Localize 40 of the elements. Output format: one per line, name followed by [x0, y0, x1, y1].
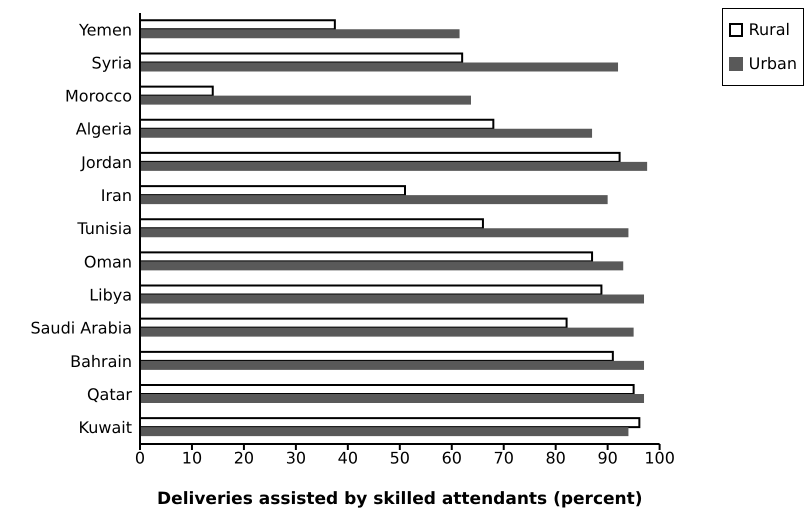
- x-tick-label: 90: [597, 448, 618, 468]
- x-tick-label: 70: [494, 448, 514, 468]
- y-tick-label: Morocco: [65, 86, 132, 106]
- x-tick-label: 80: [546, 448, 566, 468]
- x-tick-label: 60: [442, 448, 462, 468]
- y-tick-label: Algeria: [76, 120, 132, 139]
- legend-label: Urban: [748, 53, 797, 75]
- y-tick-label: Tunisia: [76, 219, 132, 238]
- y-tick-label: Qatar: [86, 384, 132, 404]
- y-tick-label: Bahrain: [70, 352, 132, 371]
- bar: [140, 328, 634, 337]
- x-tick-label: 10: [182, 448, 202, 468]
- bar: [140, 195, 608, 204]
- bar: [140, 261, 624, 270]
- x-tick-label: 20: [234, 448, 254, 468]
- y-tick-label: Iran: [100, 186, 132, 206]
- y-tick-label: Oman: [84, 252, 132, 272]
- y-tick-label: Yemen: [78, 20, 132, 40]
- y-tick-label: Saudi Arabia: [30, 318, 132, 338]
- bar: [140, 96, 471, 105]
- y-tick-label: Libya: [89, 285, 132, 304]
- x-axis-title: Deliveries assisted by skilled attendants (percent): [157, 489, 643, 509]
- bar: [140, 360, 644, 370]
- y-tick-label: Kuwait: [78, 418, 132, 438]
- bar: [140, 427, 628, 436]
- bar: [140, 394, 644, 403]
- bar: [140, 62, 618, 72]
- x-tick-label: 0: [134, 448, 146, 468]
- x-tick-label: 100: [644, 448, 675, 468]
- x-tick-label: 50: [390, 448, 410, 468]
- bar: [140, 294, 644, 304]
- y-tick-label: Jordan: [80, 152, 132, 172]
- bar: [140, 162, 648, 171]
- bar: [140, 29, 460, 38]
- y-tick-label: Syria: [92, 53, 132, 72]
- bar: [140, 228, 628, 238]
- x-tick-label: 40: [338, 448, 358, 468]
- x-tick-label: 30: [286, 448, 306, 468]
- bar: [140, 128, 592, 138]
- legend-label: Rural: [748, 19, 790, 41]
